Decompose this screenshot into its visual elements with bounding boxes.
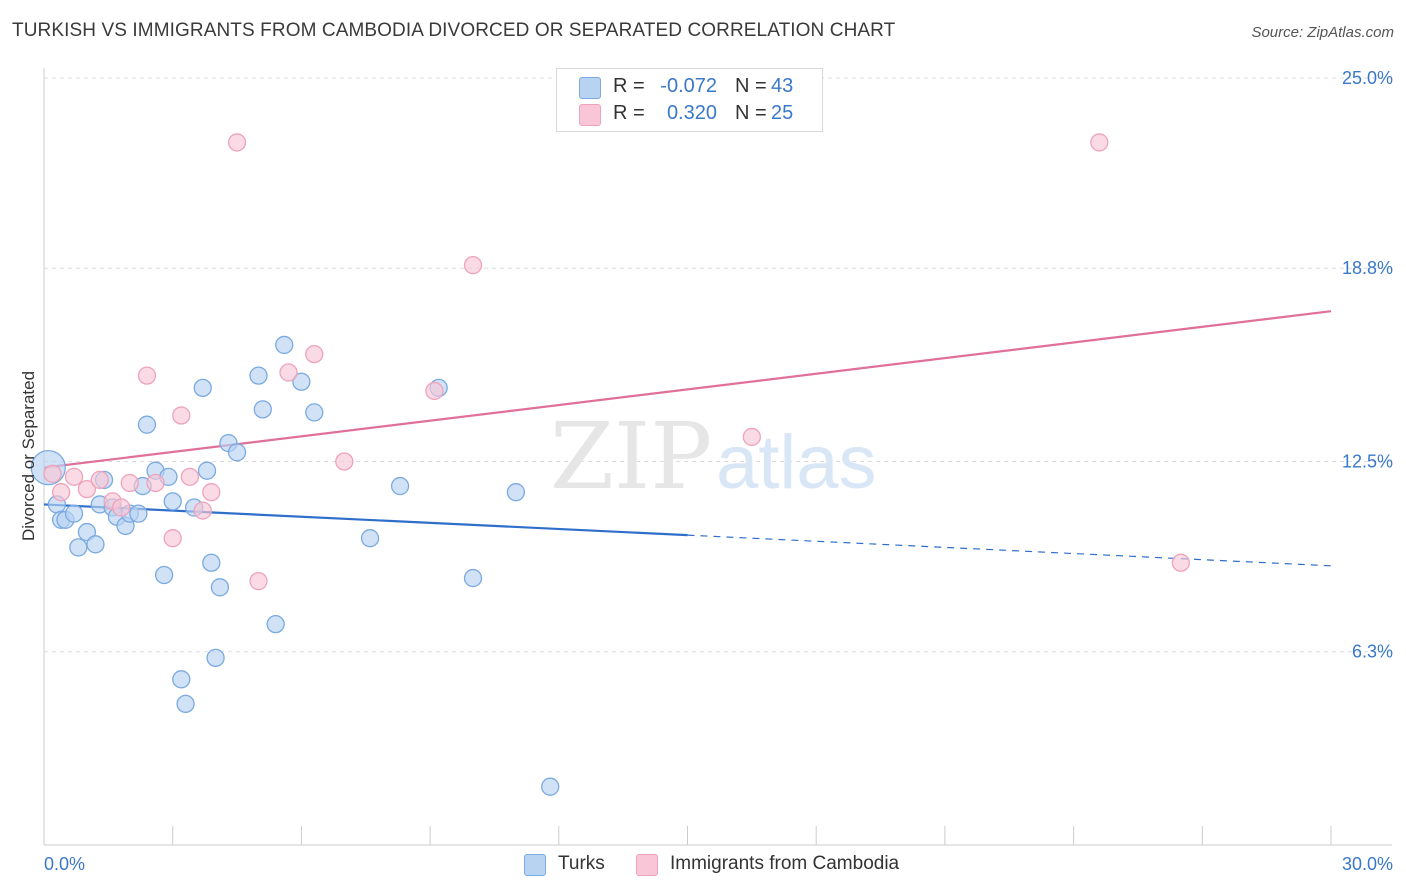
y-tick-label: 6.3% [1352, 642, 1393, 662]
turks-point [463, 568, 483, 588]
cambodia-point [279, 363, 298, 382]
cambodia-point [146, 473, 165, 493]
y-tick-labels: 25.0% 18.8% 12.5% 6.3% [1342, 68, 1393, 662]
series-legend: Turks Immigrants from Cambodia [0, 852, 1406, 878]
n-value: 25 [771, 102, 794, 124]
turks-trend-extension [687, 534, 1332, 567]
r-label: R = [613, 102, 645, 124]
n-label: N = [735, 75, 767, 97]
turks-point [305, 403, 324, 422]
y-tick-label: 25.0% [1342, 68, 1393, 88]
turks-point [154, 565, 174, 585]
turks-point [86, 535, 105, 554]
r-value: 0.320 [666, 102, 717, 124]
cambodia-point [43, 464, 62, 483]
turks-trend-line [43, 503, 688, 537]
stats-legend: R = -0.072 N = 43 R = 0.320 N = 25 [556, 68, 823, 132]
cambodia-point [64, 467, 84, 486]
cambodia-point [305, 344, 324, 364]
turks-point [292, 372, 311, 391]
turks-point [253, 400, 272, 419]
cambodia-point [1171, 553, 1190, 572]
cambodia-legend-swatch [636, 854, 658, 876]
cambodia-point [202, 483, 221, 502]
y-tick-label: 12.5% [1342, 452, 1393, 472]
cambodia-point [52, 483, 71, 502]
turks-point [227, 443, 247, 462]
x-tick-labels: 0.0% 30.0% [44, 854, 1393, 874]
cambodia-point [335, 452, 354, 471]
x-tick-label: 30.0% [1342, 854, 1393, 874]
cambodia-point [112, 498, 131, 517]
x-ticks [172, 826, 1332, 845]
turks-point [266, 614, 285, 634]
cambodia-point [1090, 133, 1109, 152]
turks-point [206, 648, 225, 668]
legend-label-turks: Turks [558, 853, 605, 874]
turks-point [202, 553, 221, 572]
chart-title: TURKISH VS IMMIGRANTS FROM CAMBODIA DIVO… [12, 20, 896, 41]
x-tick-label: 0.0% [44, 854, 85, 874]
turks-point [197, 461, 217, 480]
cambodia-point [227, 133, 247, 152]
watermark-zip: ZIP [550, 403, 712, 510]
turks-point [210, 578, 230, 597]
turks-point [176, 694, 195, 714]
turks-point [275, 335, 294, 355]
cambodia-point [120, 473, 139, 493]
y-axis-label: Divorced or Separated [19, 371, 38, 541]
cambodia-point [90, 470, 109, 490]
turks-point [69, 538, 88, 557]
cambodia-point [137, 366, 157, 385]
turks-legend-swatch [524, 854, 546, 876]
y-tick-label: 18.8% [1342, 258, 1393, 278]
turks-point [137, 415, 157, 434]
turks-swatch [579, 77, 601, 99]
cambodia-point [425, 381, 444, 401]
n-label: N = [735, 102, 767, 124]
cambodia-point [172, 406, 191, 425]
cambodia-trend-line [43, 310, 1332, 469]
cambodia-swatch [579, 104, 601, 126]
r-label: R = [613, 75, 645, 97]
legend-label-cambodia: Immigrants from Cambodia [670, 853, 900, 874]
cambodia-point [163, 529, 182, 548]
watermark-atlas: atlas [716, 420, 877, 505]
grid-lines [44, 77, 1392, 653]
turks-point [506, 483, 526, 502]
cambodia-point [180, 467, 200, 486]
turks-point [172, 670, 191, 689]
r-value: -0.072 [660, 75, 717, 97]
turks-point [249, 366, 268, 385]
cambodia-point [77, 479, 97, 499]
source-label: Source: ZipAtlas.com [1251, 24, 1394, 41]
cambodia-point [742, 427, 761, 447]
turks-point [541, 777, 560, 796]
cambodia-point [463, 255, 483, 275]
turks-point [129, 504, 148, 523]
trend-lines [43, 310, 1332, 567]
turks-point [163, 492, 182, 511]
turks-point [64, 504, 84, 523]
cambodia-point [193, 501, 212, 520]
cambodia-point [249, 572, 268, 591]
turks-point [360, 529, 380, 548]
n-value: 43 [771, 75, 794, 97]
turks-point [193, 378, 212, 398]
data-points [30, 133, 1190, 796]
turks-point [390, 476, 410, 496]
